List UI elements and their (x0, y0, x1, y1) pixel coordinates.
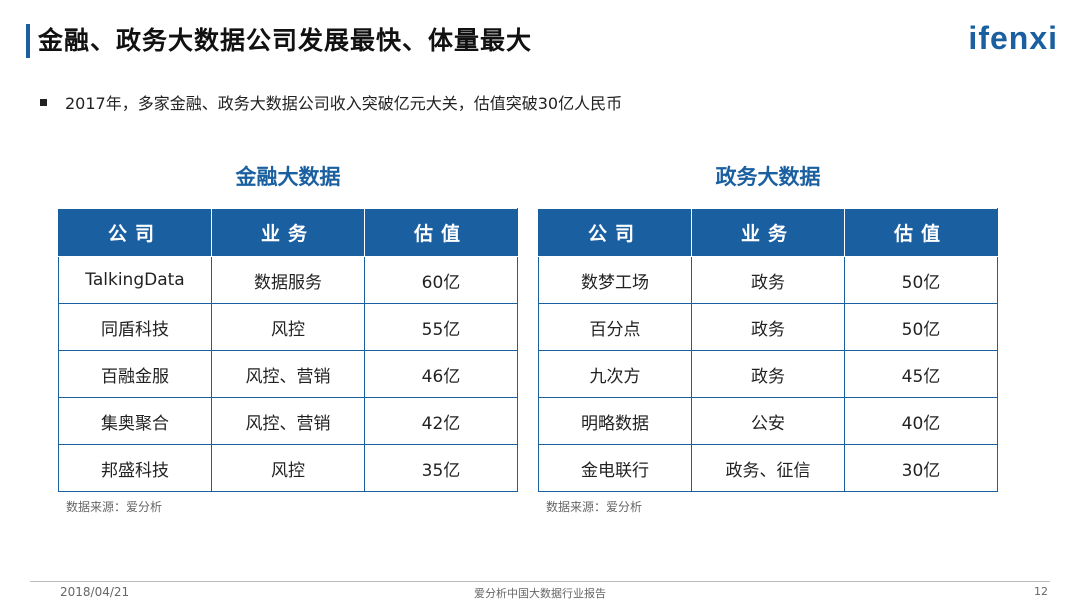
finance-table: 公司 业务 估值 TalkingData 数据服务 60亿 同盾科技 风控 55… (58, 208, 518, 492)
government-table-title: 政务大数据 (715, 165, 821, 189)
column-header-business: 业务 (211, 208, 365, 257)
column-header-company: 公司 (58, 208, 212, 257)
cell-company: 集奥聚合 (58, 397, 212, 445)
footer-date: 2018/04/21 (60, 585, 130, 599)
bullet-text: 2017年，多家金融、政务大数据公司收入突破亿元大关，估值突破30亿人民币 (65, 94, 623, 113)
table-row: 金电联行 政务、征信 30亿 (538, 444, 998, 492)
cell-valuation: 50亿 (844, 256, 998, 304)
cell-company: 数梦工场 (538, 256, 692, 304)
cell-valuation: 55亿 (364, 303, 518, 351)
cell-company: 明略数据 (538, 397, 692, 445)
cell-business: 数据服务 (211, 256, 365, 304)
logo-text: ifenxi (968, 20, 1058, 56)
cell-business: 政务、征信 (691, 444, 845, 492)
cell-company: 金电联行 (538, 444, 692, 492)
table-row: 集奥聚合 风控、营销 42亿 (58, 397, 518, 445)
table-row: 明略数据 公安 40亿 (538, 397, 998, 445)
cell-valuation: 35亿 (364, 444, 518, 492)
finance-table-title: 金融大数据 (235, 165, 341, 189)
finance-panel: 金融大数据 公司 业务 估值 TalkingData 数据服务 60亿 同盾科技… (58, 160, 518, 515)
table-row: 邦盛科技 风控 35亿 (58, 444, 518, 492)
cell-business: 风控 (211, 303, 365, 351)
cell-business: 政务 (691, 350, 845, 398)
bullet-point: 2017年，多家金融、政务大数据公司收入突破亿元大关，估值突破30亿人民币 (40, 92, 622, 116)
footer-divider (30, 581, 1050, 582)
cell-company: 九次方 (538, 350, 692, 398)
cell-valuation: 30亿 (844, 444, 998, 492)
cell-company: 邦盛科技 (58, 444, 212, 492)
cell-business: 政务 (691, 256, 845, 304)
bullet-square-icon (40, 99, 47, 106)
cell-business: 风控、营销 (211, 350, 365, 398)
cell-valuation: 60亿 (364, 256, 518, 304)
column-header-valuation: 估值 (844, 208, 998, 257)
table-row: TalkingData 数据服务 60亿 (58, 256, 518, 304)
cell-business: 风控 (211, 444, 365, 492)
finance-header-row: 公司 业务 估值 (58, 208, 518, 257)
column-header-business: 业务 (691, 208, 845, 257)
page-number: 12 (1034, 585, 1048, 598)
table-row: 同盾科技 风控 55亿 (58, 303, 518, 351)
table-row: 百分点 政务 50亿 (538, 303, 998, 351)
table-row: 百融金服 风控、营销 46亿 (58, 350, 518, 398)
cell-valuation: 46亿 (364, 350, 518, 398)
finance-source-note: 数据来源：爱分析 (66, 500, 163, 514)
government-panel: 政务大数据 公司 业务 估值 数梦工场 政务 50亿 百分点 政务 50亿 九次… (538, 160, 998, 515)
cell-valuation: 50亿 (844, 303, 998, 351)
cell-company: TalkingData (58, 256, 212, 304)
ifenxi-logo: ifenxi (968, 20, 1058, 57)
footer-report-name: 爱分析中国大数据行业报告 (474, 587, 606, 600)
cell-business: 公安 (691, 397, 845, 445)
cell-business: 风控、营销 (211, 397, 365, 445)
page-title: 金融、政务大数据公司发展最快、体量最大 (38, 26, 533, 55)
title-accent-bar (26, 24, 30, 58)
government-header-row: 公司 业务 估值 (538, 208, 998, 257)
cell-business: 政务 (691, 303, 845, 351)
government-source-note: 数据来源：爱分析 (546, 500, 643, 514)
table-row: 数梦工场 政务 50亿 (538, 256, 998, 304)
table-row: 九次方 政务 45亿 (538, 350, 998, 398)
column-header-valuation: 估值 (364, 208, 518, 257)
cell-valuation: 45亿 (844, 350, 998, 398)
cell-company: 同盾科技 (58, 303, 212, 351)
cell-valuation: 40亿 (844, 397, 998, 445)
cell-company: 百分点 (538, 303, 692, 351)
cell-company: 百融金服 (58, 350, 212, 398)
column-header-company: 公司 (538, 208, 692, 257)
government-table: 公司 业务 估值 数梦工场 政务 50亿 百分点 政务 50亿 九次方 政务 4… (538, 208, 998, 492)
cell-valuation: 42亿 (364, 397, 518, 445)
